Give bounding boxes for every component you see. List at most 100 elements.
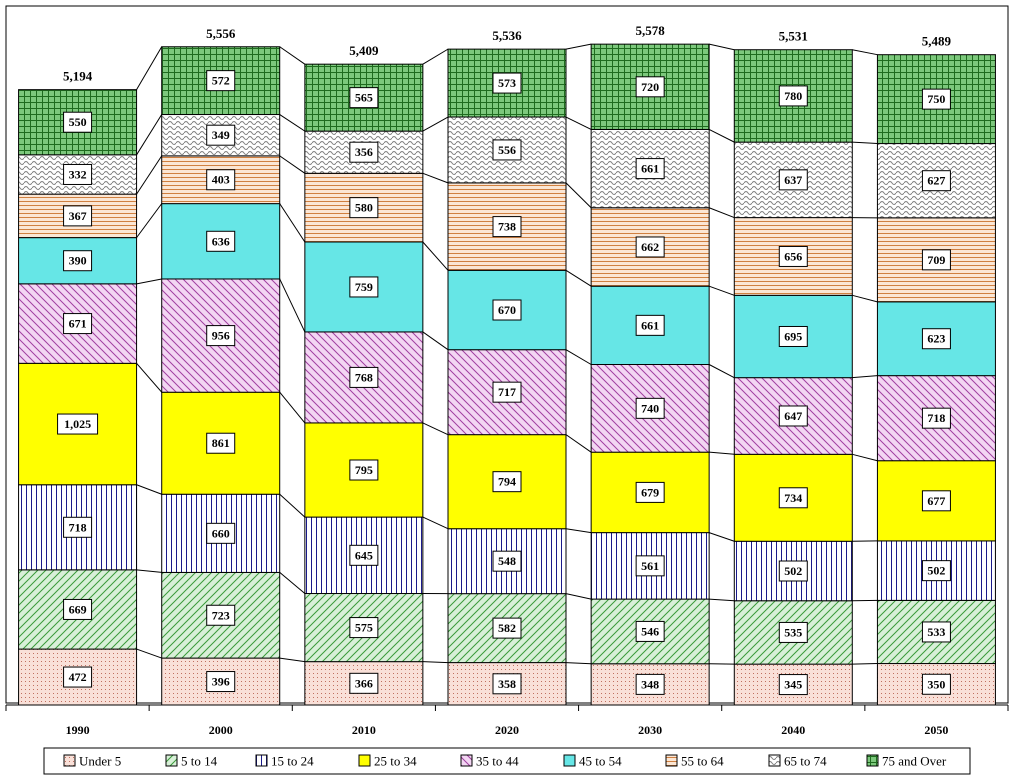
- connector-line: [136, 278, 162, 285]
- value-label-box: [921, 490, 951, 512]
- total-label-2050: 5,489: [922, 34, 952, 49]
- value-label: 580: [355, 201, 373, 215]
- x-tick-label-2000: 2000: [209, 723, 233, 737]
- connector-line: [279, 572, 306, 594]
- value-label: 565: [355, 91, 373, 105]
- value-label: 546: [641, 624, 659, 638]
- value-label-box: [778, 169, 808, 191]
- value-label-box: [349, 366, 379, 388]
- value-label-box: [492, 673, 522, 695]
- value-label: 502: [784, 564, 802, 578]
- value-label-box: [63, 250, 93, 272]
- value-label-box: [635, 76, 665, 98]
- value-label: 573: [498, 76, 516, 90]
- value-label-box: [635, 158, 665, 180]
- value-label: 720: [641, 80, 659, 94]
- value-label-box: [57, 413, 99, 435]
- connector-line: [279, 155, 306, 174]
- value-label-box: [492, 381, 522, 403]
- legend-label-55-to-64: 55 to 64: [681, 754, 724, 769]
- value-label: 403: [212, 173, 230, 187]
- value-label-box: [921, 560, 951, 582]
- value-label: 396: [212, 675, 230, 689]
- value-label: 661: [641, 318, 659, 332]
- value-label: 662: [641, 240, 659, 254]
- legend-label-15-to-24: 15 to 24: [271, 754, 314, 769]
- connector-line: [422, 116, 449, 132]
- value-label-box: [492, 550, 522, 572]
- legend-label-65-to-74: 65 to 74: [784, 754, 827, 769]
- value-label-box: [921, 328, 951, 350]
- value-label-box: [635, 673, 665, 695]
- connector-line: [136, 569, 162, 573]
- value-label-box: [63, 205, 93, 227]
- value-label-box: [921, 673, 951, 695]
- value-label: 645: [355, 548, 373, 562]
- legend-swatch-5-to-14: [165, 754, 178, 767]
- value-label: 627: [927, 174, 945, 188]
- value-label-box: [921, 170, 951, 192]
- value-label-box: [778, 487, 808, 509]
- bar-65-to-74-2000: [161, 114, 281, 157]
- value-label: 661: [641, 162, 659, 176]
- connector-line: [136, 648, 162, 659]
- total-label-2040: 5,531: [779, 29, 808, 44]
- connector-line: [565, 349, 592, 365]
- legend: Under 5 5 to 14 15 to 24 25 to 34 35 to 44 45…: [43, 747, 971, 775]
- connector-line: [852, 453, 878, 462]
- value-label: 582: [498, 621, 516, 635]
- value-label: 956: [212, 329, 230, 343]
- value-label-box: [349, 544, 379, 566]
- value-label: 345: [784, 678, 802, 692]
- connector-line: [852, 663, 878, 665]
- connector-line: [565, 662, 592, 665]
- value-label: 795: [355, 463, 373, 477]
- value-label: 750: [927, 92, 945, 106]
- x-tick-label-2050: 2050: [924, 723, 948, 737]
- value-label-box: [492, 216, 522, 238]
- value-label-box: [206, 230, 236, 252]
- value-label-box: [635, 620, 665, 642]
- connector-line: [136, 155, 163, 195]
- value-label-box: [492, 471, 522, 493]
- connector-line: [565, 593, 592, 600]
- x-tick-label-2020: 2020: [495, 723, 519, 737]
- x-tick-label-2030: 2030: [638, 723, 662, 737]
- value-label: 679: [641, 485, 659, 499]
- value-label-box: [635, 314, 665, 336]
- legend-swatch-55-to-64: [665, 754, 678, 767]
- value-label: 660: [212, 526, 230, 540]
- value-label-box: [778, 85, 808, 107]
- value-label: 350: [927, 677, 945, 691]
- value-label-box: [349, 617, 379, 639]
- connector-line: [279, 203, 306, 243]
- connector-line: [279, 46, 306, 65]
- value-label: 636: [212, 234, 230, 248]
- legend-swatch-45-to-54: [563, 754, 576, 767]
- value-label: 740: [641, 401, 659, 415]
- connector-line: [565, 43, 592, 50]
- connector-line: [708, 207, 735, 219]
- value-label: 734: [784, 491, 802, 505]
- x-tick-label-2010: 2010: [352, 723, 376, 737]
- value-label-box: [206, 124, 236, 146]
- value-label-box: [349, 459, 379, 481]
- value-label: 717: [498, 385, 516, 399]
- value-label-box: [63, 313, 93, 335]
- legend-label-35-to-44: 35 to 44: [476, 754, 519, 769]
- x-axis-tick-labels: 1990 2000 2010 2020 2030 2040 2050: [66, 723, 949, 737]
- value-label-box: [63, 516, 93, 538]
- legend-swatch-75-and-over: [866, 754, 879, 767]
- value-label: 738: [498, 220, 516, 234]
- bar-25-to-34-2000: [161, 391, 281, 495]
- connector-line: [852, 141, 878, 145]
- legend-swatch-15-to-24: [255, 754, 268, 767]
- value-label-box: [206, 325, 236, 347]
- value-label-box: [63, 111, 93, 133]
- x-tick-label-2040: 2040: [781, 723, 805, 737]
- value-label-box: [635, 236, 665, 258]
- connector-line: [709, 451, 735, 455]
- value-label: 709: [927, 253, 945, 267]
- value-label-box: [206, 70, 236, 92]
